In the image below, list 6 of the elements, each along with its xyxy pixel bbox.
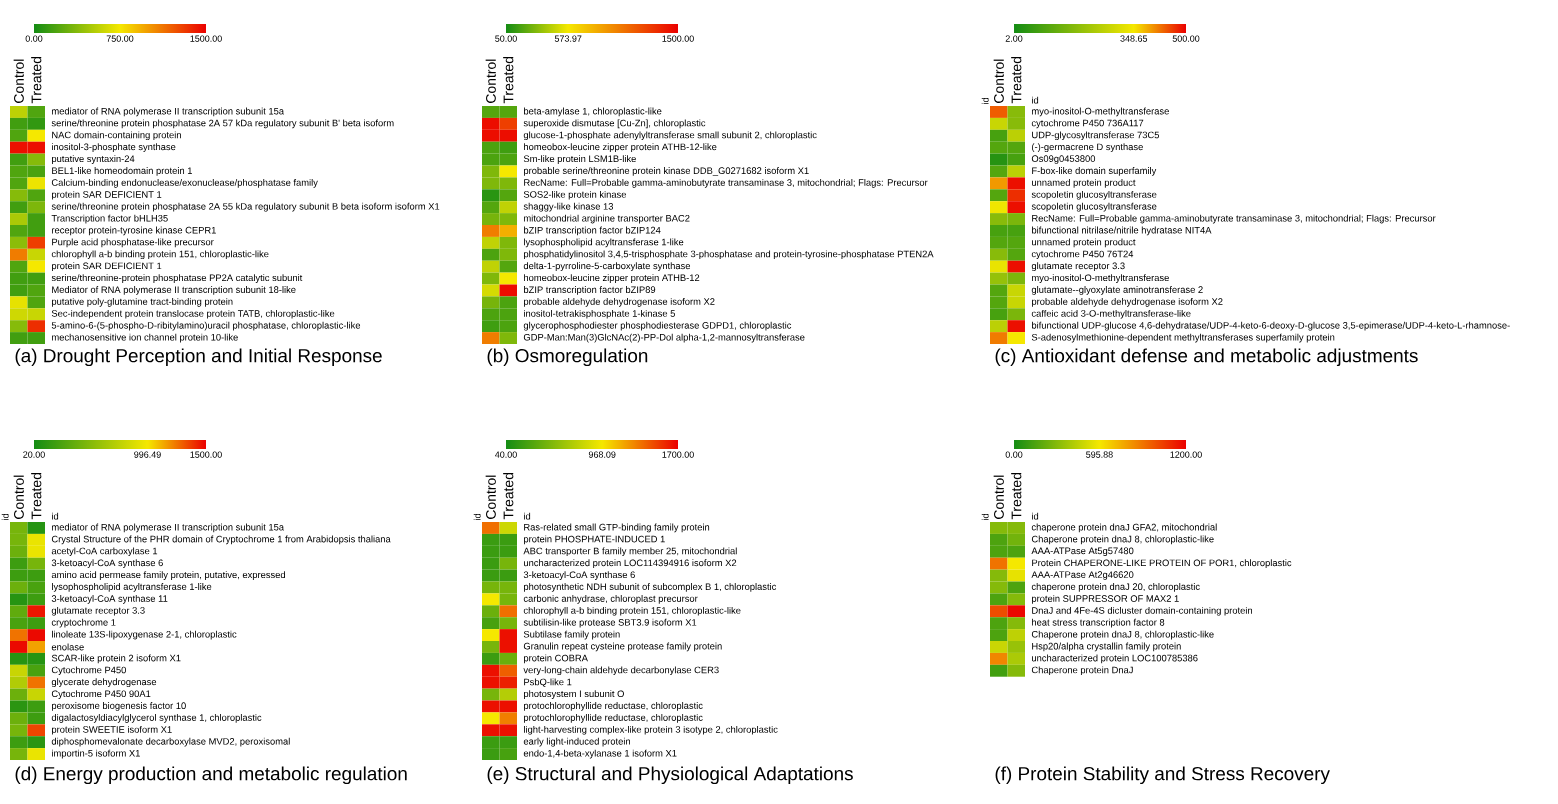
text: (e) Structural and Physiological Adaptations — [487, 766, 853, 785]
text: (b) Osmoregulation — [487, 348, 648, 367]
text: (f) Protein Stability and Stress Recovery — [995, 766, 1330, 785]
text: (c) Antioxidant defense and metabolic adjustments — [995, 348, 1418, 367]
text: (d) Energy production and metabolic regulation — [15, 766, 407, 785]
text: (a) Drought Perception and Initial Response — [15, 348, 382, 367]
